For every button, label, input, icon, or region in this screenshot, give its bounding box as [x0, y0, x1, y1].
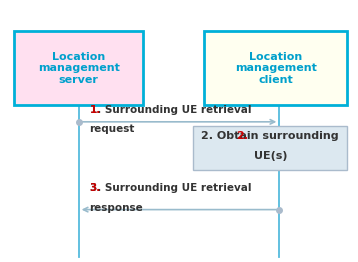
Text: 3.: 3.	[90, 183, 101, 193]
FancyBboxPatch shape	[204, 31, 347, 105]
Text: 3. Surrounding UE retrieval: 3. Surrounding UE retrieval	[90, 183, 251, 193]
Text: response: response	[90, 203, 143, 213]
Text: 2. Obtain surrounding: 2. Obtain surrounding	[202, 131, 339, 141]
Text: 1. Surrounding UE retrieval: 1. Surrounding UE retrieval	[90, 105, 251, 115]
FancyBboxPatch shape	[193, 126, 347, 170]
Text: Location
management
client: Location management client	[235, 52, 316, 85]
Text: Location
management
server: Location management server	[38, 52, 120, 85]
FancyBboxPatch shape	[14, 31, 143, 105]
Text: UE(s): UE(s)	[253, 151, 287, 161]
Text: 1.: 1.	[90, 105, 101, 115]
Text: 2.: 2.	[236, 131, 248, 141]
Text: request: request	[90, 124, 135, 134]
